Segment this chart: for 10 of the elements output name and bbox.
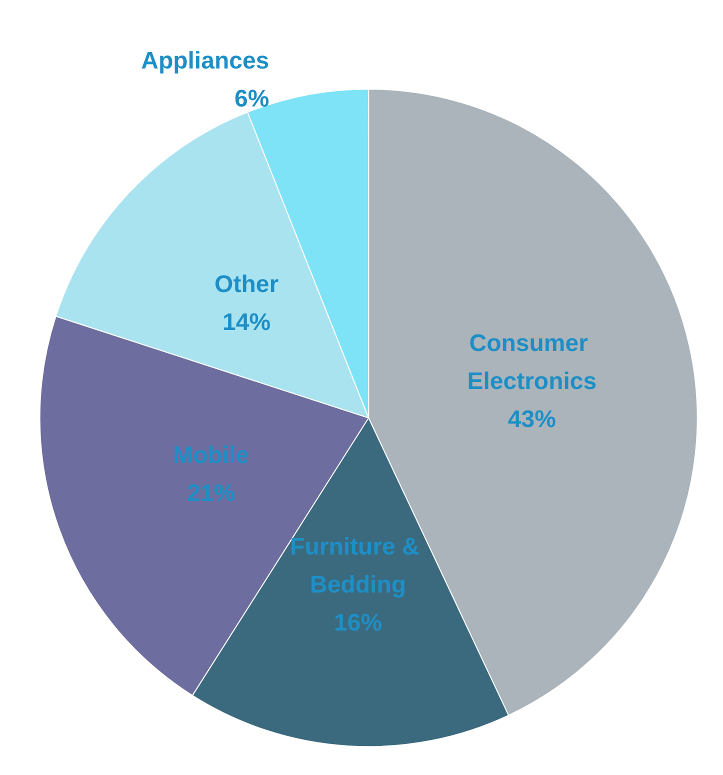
data-label: 16% — [334, 609, 382, 636]
data-label: 43% — [508, 406, 556, 433]
slice-label: Furniture & Bedding — [290, 533, 426, 598]
slice-label: Appliances — [141, 48, 270, 75]
data-label: 6% — [234, 86, 270, 113]
data-label: 21% — [187, 480, 236, 508]
slice-label: Other — [214, 270, 279, 298]
slice-label: Consumer Electronics — [467, 330, 597, 395]
data-label: 14% — [222, 308, 271, 336]
slice-label: Mobile — [173, 442, 250, 470]
